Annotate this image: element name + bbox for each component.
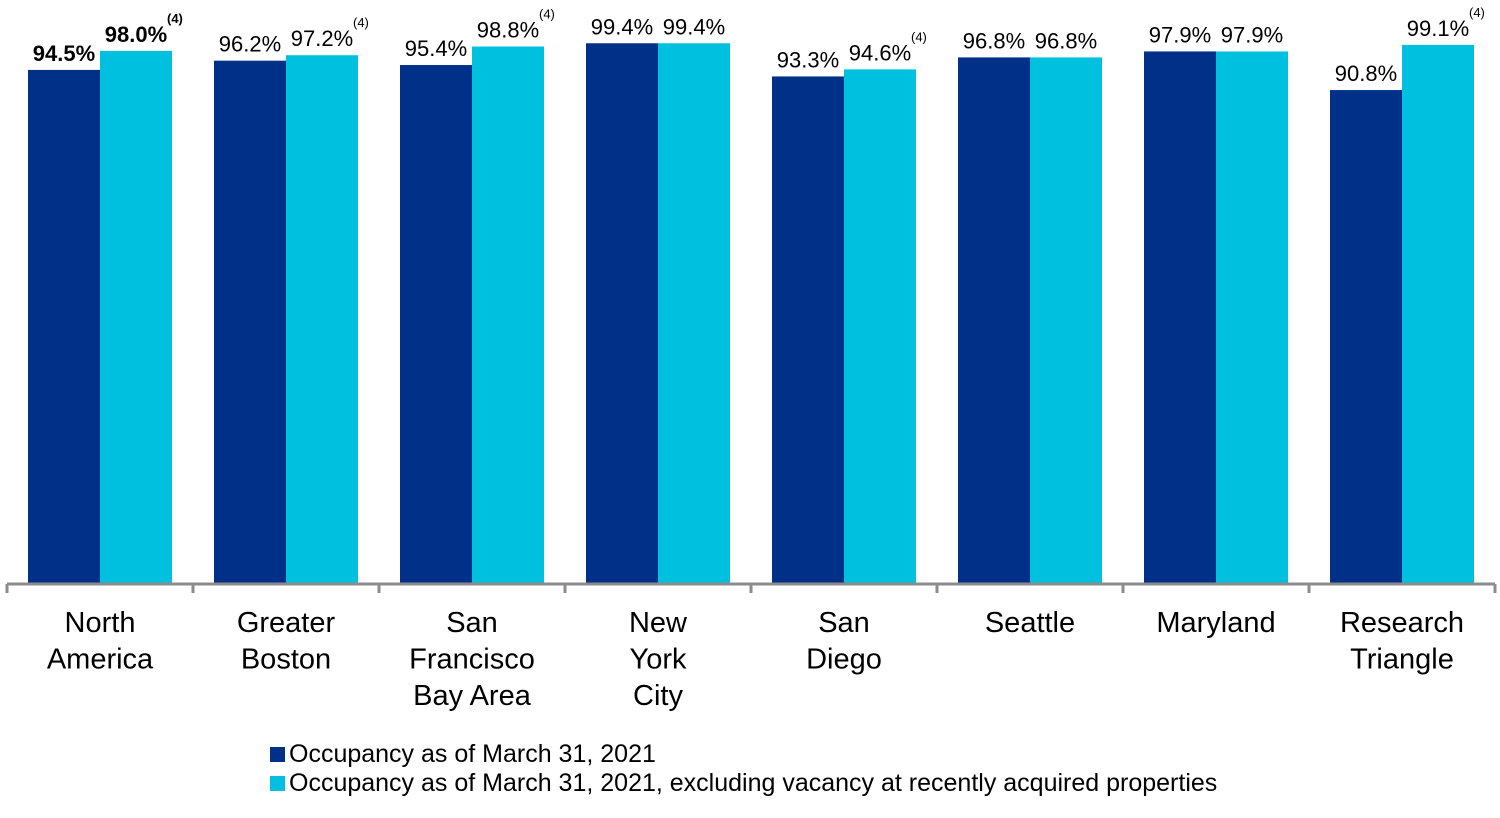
data-label-series-2-3: 99.4% (663, 14, 725, 39)
legend-item-series-2: Occupancy as of March 31, 2021, excludin… (270, 769, 1217, 798)
legend: Occupancy as of March 31, 2021 Occupancy… (270, 740, 1217, 798)
bar-series-1-0 (28, 69, 100, 585)
data-label-series-1-7: 90.8% (1335, 61, 1397, 86)
data-label-series-1-3: 99.4% (591, 14, 653, 39)
footnote-marker-4: (4) (911, 29, 927, 44)
category-label-7: Research Triangle (1340, 607, 1464, 676)
bar-series-2-0 (100, 50, 172, 584)
bar-series-1-4 (772, 76, 844, 584)
category-label-4: San Diego (806, 607, 882, 676)
data-label-series-1-0: 94.5% (33, 41, 95, 66)
footnote-marker-7: (4) (1469, 5, 1485, 20)
legend-item-series-1: Occupancy as of March 31, 2021 (270, 740, 1217, 769)
bar-series-2-2 (472, 46, 544, 584)
bar-series-1-1 (214, 60, 286, 585)
data-label-series-1-4: 93.3% (777, 47, 839, 72)
data-label-series-2-0: 98.0% (105, 22, 167, 47)
data-label-series-2-6: 97.9% (1221, 22, 1283, 47)
data-label-series-1-2: 95.4% (405, 36, 467, 61)
bar-series-2-7 (1402, 44, 1474, 585)
category-label-6: Maryland (1156, 607, 1275, 639)
category-label-5: Seattle (985, 607, 1075, 639)
bar-series-1-3 (586, 43, 658, 585)
legend-label-series-1: Occupancy as of March 31, 2021 (289, 740, 656, 768)
bar-series-1-5 (958, 57, 1030, 584)
legend-swatch-series-1 (270, 747, 285, 762)
legend-label-series-2: Occupancy as of March 31, 2021, excludin… (289, 769, 1218, 797)
bar-series-2-4 (844, 69, 916, 585)
bar-series-2-1 (286, 55, 358, 585)
bar-series-2-6 (1216, 51, 1288, 584)
bar-series-2-3 (658, 43, 730, 585)
data-label-series-1-6: 97.9% (1149, 22, 1211, 47)
data-label-series-1-1: 96.2% (219, 32, 281, 57)
category-label-0: North America (47, 607, 154, 676)
bar-series-2-5 (1030, 57, 1102, 584)
footnote-marker-2: (4) (539, 7, 555, 22)
bar-series-1-6 (1144, 51, 1216, 584)
category-label-1: Greater Boston (237, 607, 336, 676)
data-label-series-2-4: 94.6% (849, 40, 911, 65)
bar-series-1-7 (1330, 90, 1402, 584)
legend-swatch-series-2 (270, 776, 285, 791)
data-label-series-2-7: 99.1% (1407, 16, 1469, 41)
data-label-series-1-5: 96.8% (963, 28, 1025, 53)
data-label-series-2-1: 97.2% (291, 26, 353, 51)
footnote-marker-1: (4) (353, 15, 369, 30)
data-label-series-2-2: 98.8% (477, 18, 539, 43)
bar-series-1-2 (400, 65, 472, 585)
category-label-2: San Francisco Bay Area (409, 607, 535, 712)
footnote-marker-0: (4) (167, 11, 183, 26)
category-label-3: New York City (629, 607, 688, 712)
data-label-series-2-5: 96.8% (1035, 28, 1097, 53)
